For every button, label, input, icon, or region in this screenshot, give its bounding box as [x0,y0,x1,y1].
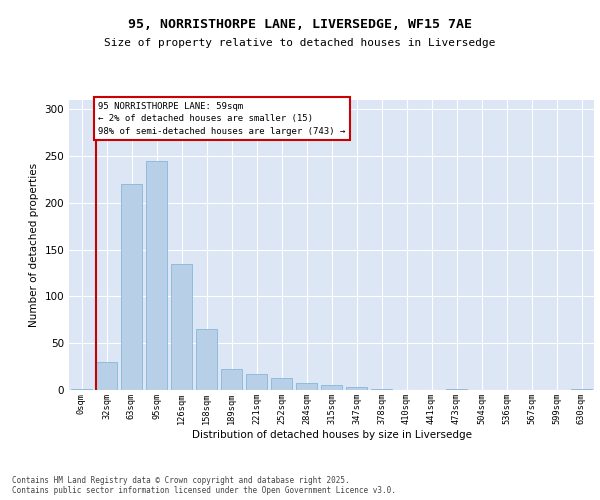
Text: Size of property relative to detached houses in Liversedge: Size of property relative to detached ho… [104,38,496,48]
X-axis label: Distribution of detached houses by size in Liversedge: Distribution of detached houses by size … [191,430,472,440]
Text: 95 NORRISTHORPE LANE: 59sqm
← 2% of detached houses are smaller (15)
98% of semi: 95 NORRISTHORPE LANE: 59sqm ← 2% of deta… [98,102,346,136]
Bar [371,389,392,390]
Text: 95, NORRISTHORPE LANE, LIVERSEDGE, WF15 7AE: 95, NORRISTHORPE LANE, LIVERSEDGE, WF15 … [128,18,472,30]
Bar [171,264,192,390]
Bar [571,389,592,390]
Bar [246,374,267,390]
Bar [321,386,342,390]
Y-axis label: Number of detached properties: Number of detached properties [29,163,39,327]
Bar [96,362,117,390]
Bar [346,387,367,390]
Text: Contains HM Land Registry data © Crown copyright and database right 2025.
Contai: Contains HM Land Registry data © Crown c… [12,476,396,495]
Bar [221,370,242,390]
Bar [71,389,92,390]
Bar [196,329,217,390]
Bar [296,382,317,390]
Bar [271,378,292,390]
Bar [121,184,142,390]
Bar [446,389,467,390]
Bar [146,161,167,390]
